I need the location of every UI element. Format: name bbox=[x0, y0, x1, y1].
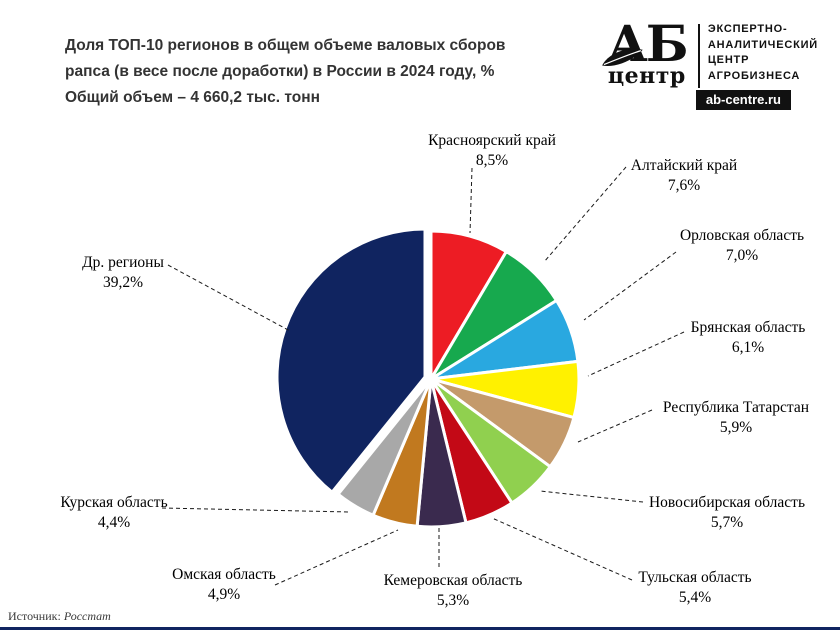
pie-label-value: 5,9% bbox=[719, 418, 753, 436]
ab-centre-logo: АБ центр ЭКСПЕРТНО- АНАЛИТИЧЕСКИЙ ЦЕНТР … bbox=[601, 19, 818, 110]
pie-label-7: Кемеровская область 5,3% bbox=[343, 571, 563, 610]
pie-label-name: Омская область bbox=[172, 566, 276, 583]
pie-label-name: Новосибирская область bbox=[648, 494, 806, 511]
pie-label-9: Курская область 4,4% bbox=[4, 493, 224, 532]
leader-line-2 bbox=[583, 251, 677, 321]
pie-label-name: Тульская область bbox=[638, 569, 752, 586]
pie-label-0: Красноярский край 8,5% bbox=[382, 131, 602, 170]
leader-line-8 bbox=[274, 529, 399, 586]
logo-sub-text: центр bbox=[607, 63, 686, 89]
pie-label-name: Орловская область bbox=[679, 227, 805, 244]
leader-line-6 bbox=[491, 517, 633, 581]
page-title-line3: Общий объем – 4 660,2 тыс. тонн bbox=[65, 89, 320, 106]
pie-label-name: Др. регионы bbox=[82, 254, 164, 271]
pie-slice-10 bbox=[275, 227, 427, 494]
source-note: Источник: Росстат bbox=[8, 609, 111, 624]
logo-divider bbox=[697, 24, 700, 88]
pie-label-value: 5,4% bbox=[678, 588, 712, 606]
leaf-icon bbox=[601, 48, 643, 67]
pie-slice-9 bbox=[336, 377, 433, 517]
pie-label-value: 5,7% bbox=[710, 513, 744, 531]
pie-label-name: Курская область bbox=[60, 494, 168, 511]
leader-line-9 bbox=[161, 507, 351, 513]
page-title-line2: рапса (в весе после доработки) в России … bbox=[65, 63, 495, 80]
page-title: Доля ТОП-10 регионов в общем объеме вало… bbox=[65, 33, 605, 111]
logo-org-name: ЭКСПЕРТНО- АНАЛИТИЧЕСКИЙ ЦЕНТР АГРОБИЗНЕ… bbox=[707, 23, 818, 82]
pie-label-name: Кемеровская область bbox=[383, 572, 523, 589]
pie-label-10: Др. регионы 39,2% bbox=[13, 253, 233, 292]
pie-label-4: Республика Татарстан 5,9% bbox=[626, 398, 840, 437]
leader-line-10 bbox=[167, 264, 291, 332]
pie-label-8: Омская область 4,9% bbox=[114, 565, 334, 604]
pie-label-value: 5,3% bbox=[436, 591, 470, 609]
logo-site-badge: ab-centre.ru bbox=[695, 90, 791, 110]
pie-label-5: Новосибирская область 5,7% bbox=[617, 493, 837, 532]
pie-label-1: Алтайский край 7,6% bbox=[574, 156, 794, 195]
leader-line-0 bbox=[469, 167, 473, 234]
pie-label-6: Тульская область 5,4% bbox=[585, 568, 805, 607]
pie-label-name: Красноярский край bbox=[428, 132, 556, 149]
logo-wordmark: АБ центр bbox=[601, 19, 690, 89]
pie-label-value: 39,2% bbox=[102, 273, 144, 291]
pie-label-value: 4,9% bbox=[207, 585, 241, 603]
pie-label-value: 6,1% bbox=[731, 338, 765, 356]
pie-label-value: 8,5% bbox=[475, 151, 509, 169]
pie-label-2: Орловская область 7,0% bbox=[632, 226, 840, 265]
pie-label-value: 4,4% bbox=[97, 513, 131, 531]
leader-line-3 bbox=[587, 331, 685, 377]
bottom-accent-bar bbox=[0, 627, 840, 630]
pie-label-value: 7,0% bbox=[725, 246, 759, 264]
pie-label-3: Брянская область 6,1% bbox=[638, 318, 840, 357]
leader-line-5 bbox=[539, 490, 644, 503]
pie-label-name: Алтайский край bbox=[630, 157, 738, 174]
page-title-line1: Доля ТОП-10 регионов в общем объеме вало… bbox=[65, 37, 506, 54]
pie-label-name: Брянская область bbox=[690, 319, 806, 336]
pie-label-value: 7,6% bbox=[667, 176, 701, 194]
pie-label-name: Республика Татарстан bbox=[662, 399, 810, 416]
source-label: Источник: bbox=[8, 609, 61, 623]
source-value: Росстат bbox=[63, 609, 111, 623]
